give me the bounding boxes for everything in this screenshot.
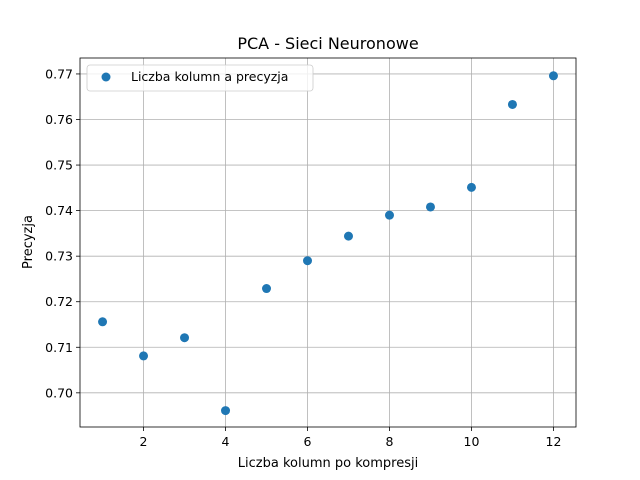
data-point <box>98 317 108 327</box>
y-tick-label: 0.75 <box>45 158 73 173</box>
y-tick-label: 0.77 <box>45 66 73 81</box>
x-tick-label: 2 <box>140 434 148 449</box>
data-point <box>384 210 394 220</box>
data-point <box>343 231 353 241</box>
legend-box <box>86 64 314 92</box>
x-axis-label: Liczba kolumn po kompresji <box>238 456 418 471</box>
y-tick-label: 0.70 <box>45 385 73 400</box>
y-tick-label: 0.72 <box>45 294 73 309</box>
axis-ticks: 2 4 6 8 10 12 0.70 0.71 0.72 0.73 0.74 0.75 0.76 0.77 <box>45 66 561 449</box>
plot-frame <box>79 57 577 428</box>
legend-marker <box>101 72 111 82</box>
y-tick-label: 0.74 <box>45 203 73 218</box>
x-tick-label: 4 <box>222 434 230 449</box>
y-tick-label: 0.76 <box>45 112 73 127</box>
x-tick-label: 8 <box>386 434 394 449</box>
x-tick-label: 6 <box>304 434 312 449</box>
data-point <box>262 284 272 294</box>
data-point <box>221 406 231 416</box>
legend: Liczba kolumn a precyzja <box>86 64 314 92</box>
x-tick-label: 12 <box>546 434 562 449</box>
data-points <box>98 71 558 416</box>
y-tick-label: 0.71 <box>45 340 73 355</box>
data-point <box>466 182 476 192</box>
data-point <box>548 71 558 81</box>
chart-title: PCA - Sieci Neuronowe <box>237 34 418 53</box>
data-point <box>303 256 313 266</box>
legend-entry: Liczba kolumn a precyzja <box>131 69 288 84</box>
data-point <box>425 202 435 212</box>
grid-lines <box>80 58 576 427</box>
data-point <box>180 333 190 343</box>
data-point <box>139 351 149 361</box>
y-tick-label: 0.73 <box>45 249 73 264</box>
x-tick-label: 10 <box>464 434 480 449</box>
y-axis-label: Precyzja <box>21 215 36 269</box>
data-point <box>507 99 517 109</box>
